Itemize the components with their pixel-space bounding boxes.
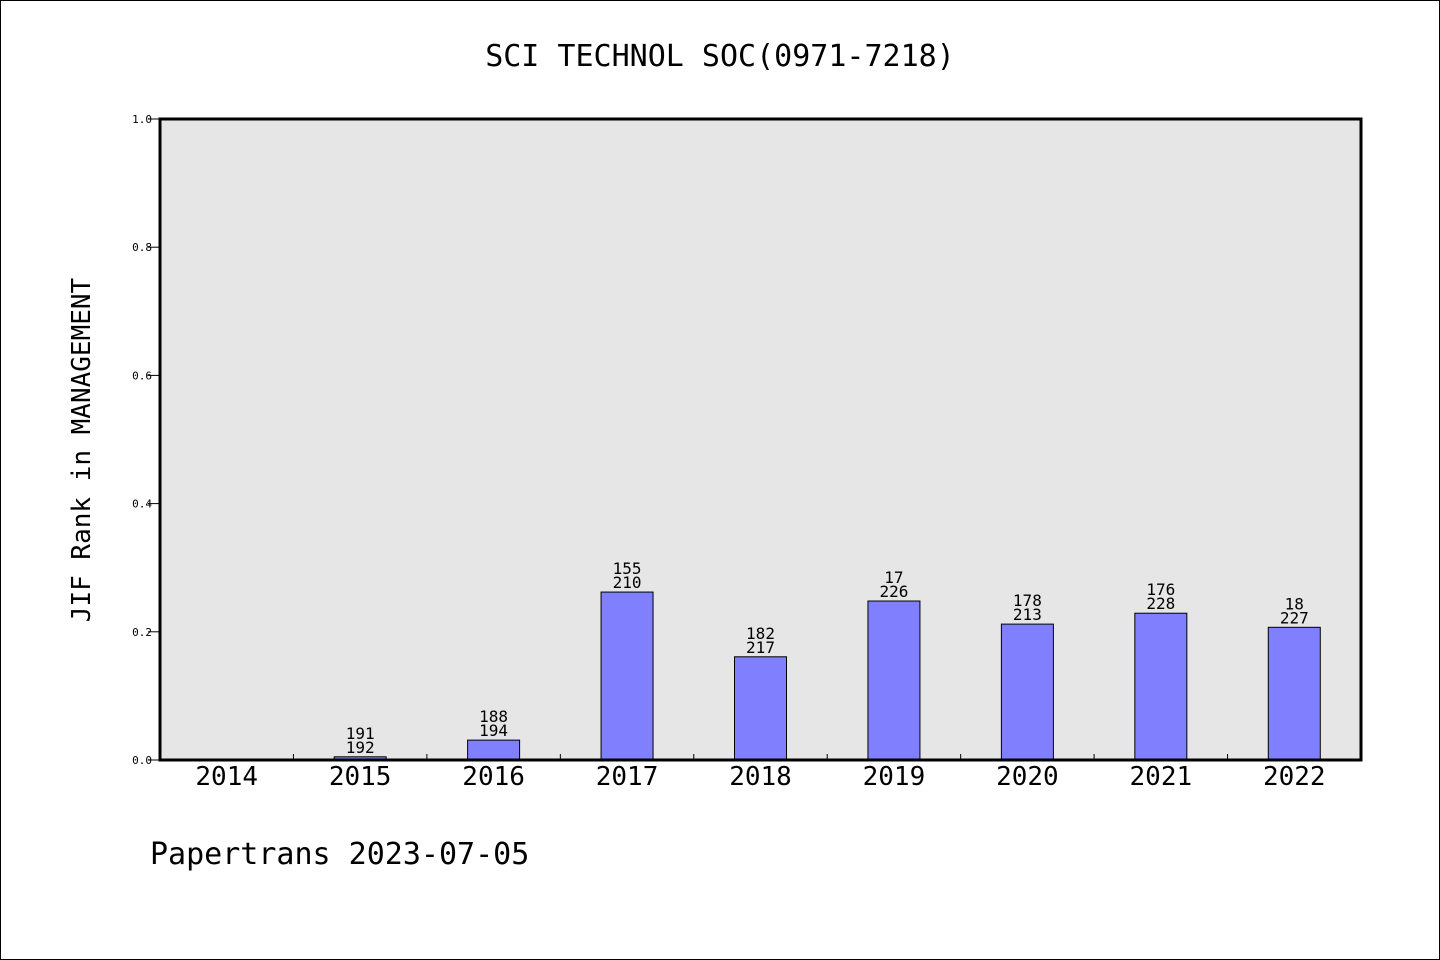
x-tick-label: 2014 [195, 762, 258, 792]
bar [867, 600, 921, 761]
bar-total-label: 217 [746, 638, 775, 657]
bar-total-label: 210 [613, 573, 642, 592]
bar-rank-label: 18 [1285, 594, 1304, 613]
bar-rank-label: 176 [1146, 580, 1175, 599]
x-tick-label: 2016 [462, 762, 525, 792]
bar-rank-label: 155 [613, 559, 642, 578]
bar [467, 739, 521, 761]
bar [1267, 626, 1321, 761]
x-axis: 2014 2015 2016 2017 2018 2019 2020 2021 2022 [195, 754, 1326, 792]
bar [734, 656, 787, 761]
bar-rank-label: 17 [884, 568, 903, 587]
y-tick-label: 0.0 [132, 754, 152, 767]
bar-total-label: 228 [1146, 594, 1175, 613]
bar-total-label: 227 [1280, 608, 1309, 627]
plot-border [158, 117, 1363, 762]
chart-title: SCI TECHNOL SOC(0971-7218) [485, 39, 955, 74]
y-tick-label: 1.0 [132, 113, 152, 126]
x-tick-label: 2020 [996, 762, 1059, 792]
x-tick-label: 2018 [729, 762, 792, 792]
x-tick-label: 2021 [1130, 762, 1193, 792]
bar-rank-label: 191 [346, 724, 375, 743]
bar [1134, 612, 1188, 761]
y-axis: 0.0 0.2 0.4 0.6 0.8 1.0 [132, 113, 160, 767]
y-tick-label: 0.8 [132, 241, 152, 254]
bar-total-label: 213 [1013, 605, 1042, 624]
bar-rank-label: 188 [479, 707, 508, 726]
x-tick-label: 2022 [1263, 762, 1326, 792]
bar-total-label: 192 [346, 738, 375, 757]
x-tick-label: 2019 [863, 762, 926, 792]
bar-total-label: 226 [879, 582, 908, 601]
bar [600, 591, 654, 761]
bar-rank-label: 178 [1013, 591, 1042, 610]
bar [1000, 623, 1054, 761]
x-tick-label: 2017 [596, 762, 659, 792]
y-axis-label: JIF Rank in MANAGEMENT [67, 277, 97, 622]
x-tick-label: 2015 [329, 762, 392, 792]
y-tick-label: 0.4 [132, 498, 152, 511]
footer-text: Papertrans 2023-07-05 [150, 837, 529, 872]
bar-total-label: 194 [479, 721, 508, 740]
y-tick-label: 0.2 [132, 626, 152, 639]
y-tick-label: 0.6 [132, 369, 152, 382]
bar-rank-label: 182 [746, 624, 775, 643]
